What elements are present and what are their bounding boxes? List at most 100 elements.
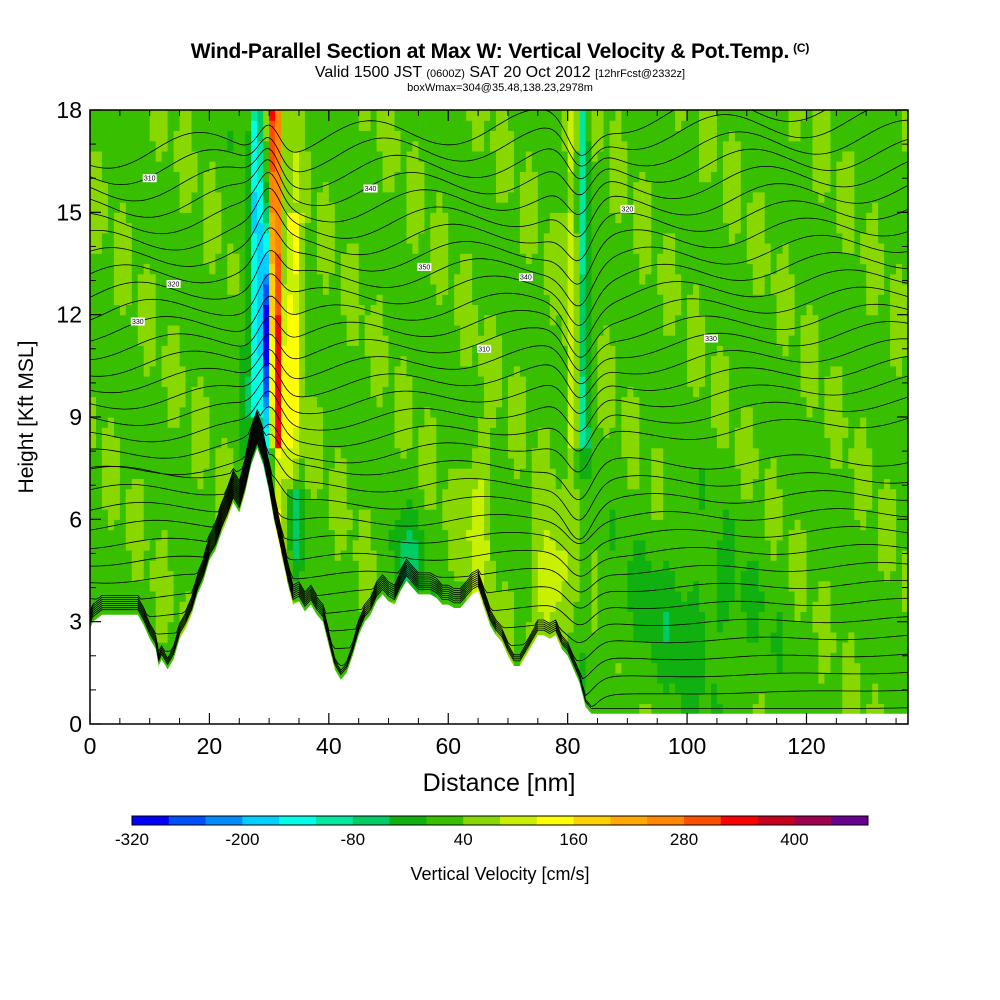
velocity-cell [269,468,276,479]
velocity-cell [478,181,485,193]
velocity-cell [531,263,539,275]
velocity-cell [113,396,121,408]
velocity-cell [197,437,205,449]
velocity-cell [573,550,581,561]
velocity-cell [328,243,336,254]
velocity-cell [352,355,360,367]
velocity-cell [412,294,419,305]
velocity-cell [454,212,461,224]
velocity-cell [113,294,121,305]
velocity-cell [531,468,539,479]
velocity-cell [107,591,115,602]
velocity-cell [508,335,515,346]
velocity-cell [472,457,479,469]
velocity-cell [155,406,163,418]
velocity-cell [131,570,139,582]
velocity-cell [149,488,157,500]
velocity-cell [567,396,575,408]
velocity-cell [388,243,396,254]
velocity-cell [119,509,127,520]
velocity-cell [430,560,437,572]
velocity-cell [531,324,539,336]
velocity-cell [442,294,449,305]
velocity-cell [233,345,240,357]
velocity-cell [531,191,539,203]
velocity-cell [209,386,216,398]
velocity-cell [543,212,551,224]
velocity-cell [125,478,133,490]
velocity-cell [310,335,318,346]
velocity-cell [406,273,414,285]
velocity-cell [436,365,443,377]
velocity-cell [555,529,563,541]
velocity-cell [281,345,288,357]
velocity-cell [502,345,509,357]
velocity-cell [442,161,449,172]
velocity-cell [245,406,252,418]
velocity-cell [537,181,545,193]
velocity-cell [227,232,234,244]
velocity-cell [179,335,187,346]
velocity-cell [143,570,151,582]
velocity-cell [334,304,342,316]
velocity-cell [508,345,515,357]
velocity-cell [376,140,384,152]
velocity-cell [573,294,581,305]
velocity-cell [537,519,545,531]
velocity-cell [245,273,252,285]
velocity-cell [287,457,294,469]
velocity-cell [370,488,378,500]
velocity-cell [209,253,216,265]
velocity-cell [197,488,205,500]
velocity-cell [233,365,240,377]
velocity-cell [519,601,527,612]
velocity-cell [400,468,408,479]
velocity-cell [567,406,575,418]
velocity-cell [328,488,336,500]
velocity-cell [173,150,181,162]
velocity-cell [370,202,378,213]
velocity-cell [304,498,312,510]
velocity-cell [502,355,509,367]
velocity-cell [502,263,509,275]
velocity-cell [382,253,390,265]
velocity-cell [579,130,587,142]
velocity-cell [460,488,467,500]
velocity-cell [233,335,240,346]
velocity-cell [113,324,121,336]
velocity-cell [484,130,491,142]
velocity-cell [113,345,121,357]
velocity-cell [519,417,527,428]
velocity-cell [525,447,533,459]
velocity-cell [167,232,175,244]
velocity-cell [460,335,467,346]
velocity-cell [424,560,431,572]
velocity-cell [358,130,366,142]
velocity-cell [113,386,121,398]
velocity-cell [400,202,408,213]
velocity-cell [173,437,181,449]
velocity-cell [400,498,408,510]
velocity-cell [161,130,169,142]
velocity-cell [155,243,163,254]
velocity-cell [173,273,181,285]
velocity-cell [472,570,479,582]
velocity-cell [149,570,157,582]
velocity-cell [502,161,509,172]
velocity-cell [382,273,390,285]
velocity-cell [293,396,300,408]
velocity-cell [209,191,216,203]
velocity-cell [537,417,545,428]
velocity-cell [543,376,551,387]
velocity-cell [191,376,199,387]
velocity-cell [424,406,431,418]
velocity-cell [334,652,342,664]
velocity-cell [191,161,199,172]
velocity-cell [299,437,306,449]
velocity-cell [299,253,306,265]
velocity-cell [167,120,175,131]
velocity-cell [484,611,491,623]
velocity-cell [107,212,115,224]
velocity-cell [346,314,354,326]
velocity-cell [364,212,372,224]
